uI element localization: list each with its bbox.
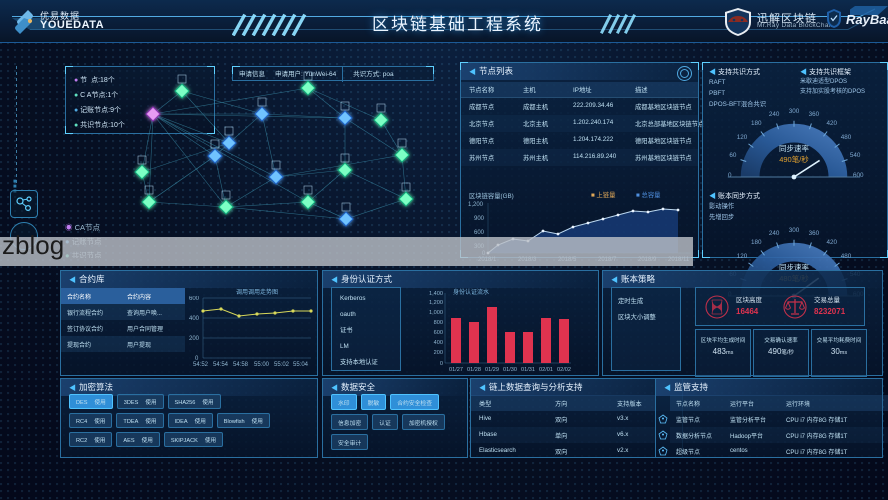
svg-text:420: 420: [827, 239, 838, 246]
svg-text:240: 240: [769, 111, 780, 118]
svg-text:480: 480: [841, 134, 852, 141]
svg-text:600: 600: [434, 330, 443, 336]
svg-text:120: 120: [737, 253, 748, 260]
svg-text:1,400: 1,400: [429, 291, 443, 297]
svg-text:1,200: 1,200: [468, 202, 484, 208]
svg-text:120: 120: [737, 134, 748, 141]
svg-text:600: 600: [853, 172, 864, 179]
svg-text:01/27: 01/27: [449, 367, 463, 373]
svg-text:360: 360: [809, 111, 820, 118]
svg-text:1,000: 1,000: [429, 310, 443, 316]
svg-text:800: 800: [434, 320, 443, 326]
svg-text:01/28: 01/28: [467, 367, 481, 373]
svg-text:900: 900: [474, 216, 485, 222]
svg-text:600: 600: [474, 230, 485, 236]
svg-text:490笔/秒: 490笔/秒: [779, 154, 809, 164]
svg-text:180: 180: [751, 239, 762, 246]
svg-text:60: 60: [729, 152, 737, 159]
svg-text:01/30: 01/30: [503, 367, 517, 373]
svg-text:54:52: 54:52: [193, 362, 209, 368]
svg-text:0: 0: [440, 361, 443, 367]
svg-text:420: 420: [827, 120, 838, 127]
svg-text:600: 600: [189, 296, 200, 302]
svg-text:02/02: 02/02: [557, 367, 571, 373]
svg-text:240: 240: [769, 230, 780, 237]
svg-text:200: 200: [434, 350, 443, 356]
svg-text:54:58: 54:58: [233, 362, 249, 368]
svg-text:0: 0: [728, 172, 732, 179]
svg-text:02/01: 02/01: [539, 367, 553, 373]
svg-text:200: 200: [189, 336, 200, 342]
svg-text:55:04: 55:04: [293, 362, 309, 368]
svg-text:01/29: 01/29: [485, 367, 499, 373]
svg-text:同步速率: 同步速率: [779, 143, 809, 153]
svg-text:540: 540: [850, 152, 861, 159]
svg-text:1,200: 1,200: [429, 300, 443, 306]
svg-text:55:02: 55:02: [274, 362, 290, 368]
svg-text:300: 300: [789, 108, 800, 115]
svg-text:480: 480: [841, 253, 852, 260]
svg-text:400: 400: [434, 340, 443, 346]
svg-text:360: 360: [809, 230, 820, 237]
svg-text:180: 180: [751, 120, 762, 127]
svg-text:01/31: 01/31: [521, 367, 535, 373]
svg-text:300: 300: [789, 227, 800, 234]
svg-text:400: 400: [189, 316, 200, 322]
svg-text:55:00: 55:00: [254, 362, 270, 368]
svg-text:54:54: 54:54: [213, 362, 229, 368]
